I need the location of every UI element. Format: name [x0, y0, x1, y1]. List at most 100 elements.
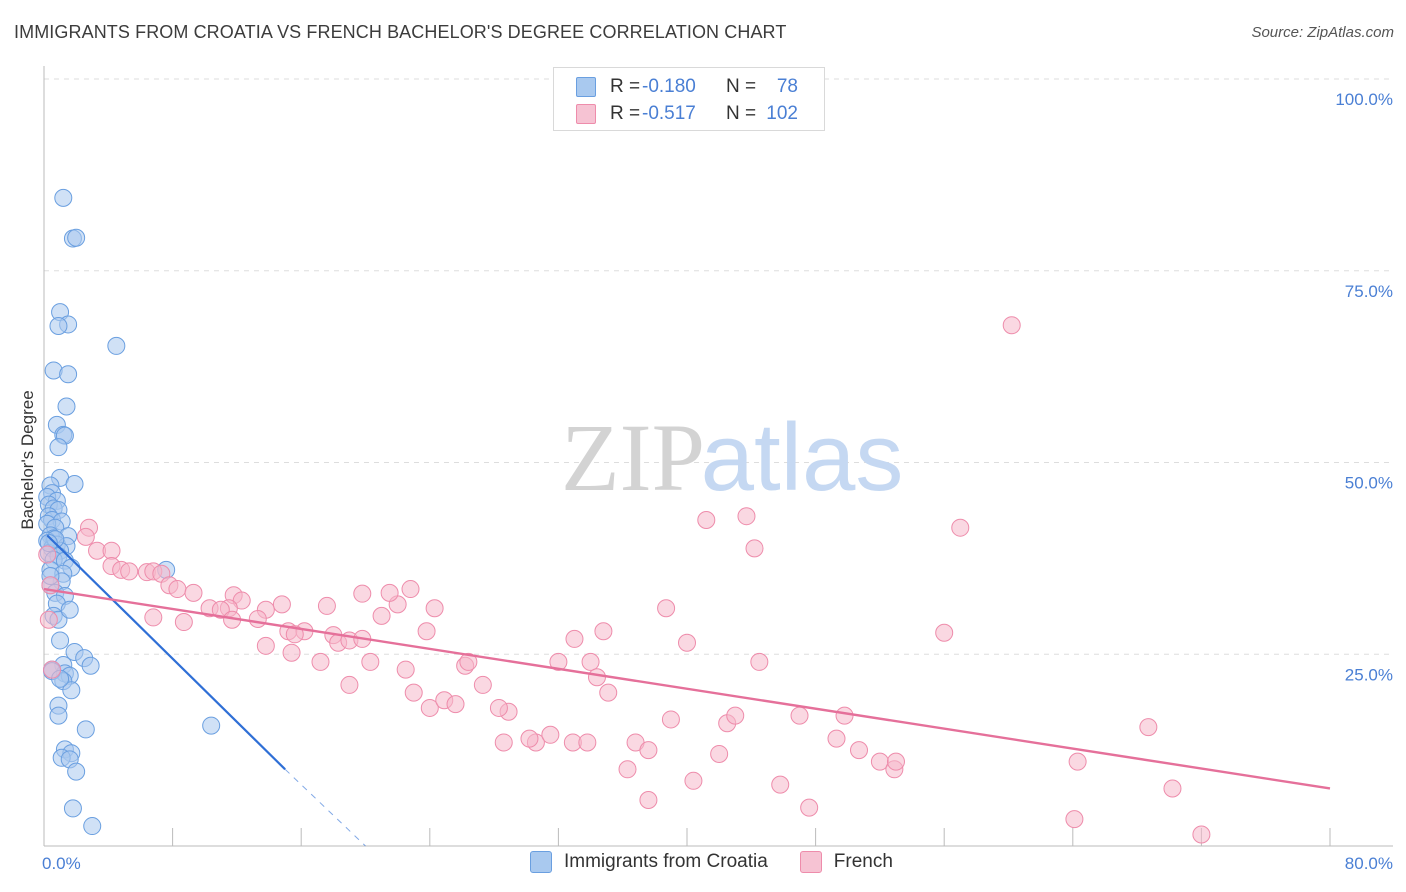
point-croatia	[67, 228, 86, 247]
point-french	[446, 695, 465, 714]
axis-layer: 100.0% 75.0% 50.0% 25.0%	[43, 66, 1393, 847]
legend-n-label: N =	[726, 103, 757, 124]
point-croatia	[83, 817, 102, 836]
legend-r-value: -0.517	[642, 103, 696, 124]
point-french	[120, 562, 139, 581]
point-french	[1002, 316, 1021, 335]
point-french	[1163, 779, 1182, 798]
point-croatia	[67, 762, 86, 781]
grid-layer	[44, 78, 1393, 655]
legend-r-value: -0.180	[642, 76, 696, 97]
x-tick-min: 0.0%	[42, 854, 81, 873]
point-french	[737, 507, 756, 526]
legend-swatch-blue	[576, 77, 596, 97]
point-croatia	[54, 188, 73, 207]
trendline-french	[43, 587, 1331, 790]
point-french	[1065, 810, 1084, 829]
point-french	[684, 771, 703, 790]
point-french	[1139, 718, 1158, 737]
point-french	[835, 706, 854, 725]
x-tick-max: 80.0%	[1345, 854, 1393, 873]
point-french	[317, 596, 336, 615]
legend-n-value: 102	[766, 103, 798, 124]
point-croatia	[107, 336, 126, 355]
point-french	[850, 741, 869, 760]
point-croatia	[49, 438, 68, 457]
point-french	[76, 527, 95, 546]
point-french	[1068, 752, 1087, 771]
point-french	[710, 744, 729, 763]
point-croatia	[63, 799, 82, 818]
point-french	[459, 652, 478, 671]
point-french	[750, 652, 769, 671]
point-french	[541, 725, 560, 744]
point-croatia	[76, 720, 95, 739]
point-french	[489, 698, 508, 717]
point-croatia	[65, 474, 84, 493]
point-french	[417, 622, 436, 641]
series-legend-french[interactable]: French	[799, 851, 893, 873]
point-french	[565, 629, 584, 648]
series-label-french: French	[833, 851, 893, 872]
legend-row-croatia: R = -0.180 N = 78	[576, 74, 798, 100]
point-french	[425, 599, 444, 618]
point-french	[581, 652, 600, 671]
point-french	[639, 790, 658, 809]
point-french	[285, 625, 304, 644]
chart-title: IMMIGRANTS FROM CROATIA VS FRENCH BACHEL…	[14, 22, 787, 42]
point-french	[340, 675, 359, 694]
point-french	[951, 518, 970, 537]
point-french	[184, 583, 203, 602]
point-french	[886, 752, 905, 771]
points-layer	[38, 188, 1211, 844]
point-french	[361, 652, 380, 671]
point-french	[587, 668, 606, 687]
y-tick-label: 50.0%	[1345, 474, 1393, 493]
point-french	[168, 580, 187, 599]
y-tick-label: 75.0%	[1345, 282, 1393, 301]
point-french	[38, 545, 57, 564]
legend-n-label: N =	[726, 76, 757, 97]
point-french	[494, 733, 513, 752]
point-french	[248, 609, 267, 628]
point-croatia	[49, 316, 68, 335]
point-french	[578, 733, 597, 752]
point-french	[661, 710, 680, 729]
point-croatia	[51, 631, 70, 650]
point-french	[771, 775, 790, 794]
point-french	[256, 636, 275, 655]
point-croatia	[202, 716, 221, 735]
point-french	[144, 608, 163, 627]
point-french	[404, 683, 423, 702]
point-french	[420, 698, 439, 717]
point-french	[800, 798, 819, 817]
legend-row-french: R = -0.517 N = 102	[576, 101, 798, 127]
point-french	[599, 683, 618, 702]
series-legend: Immigrants from Croatia French	[530, 851, 925, 873]
point-french	[745, 539, 764, 558]
point-french	[282, 643, 301, 662]
point-french	[549, 652, 568, 671]
trendline-croatia	[46, 534, 286, 771]
series-label-croatia: Immigrants from Croatia	[564, 851, 768, 872]
series-swatch-blue	[530, 851, 552, 873]
point-croatia	[59, 365, 78, 384]
point-french	[272, 595, 291, 614]
point-french	[39, 610, 58, 629]
series-legend-croatia[interactable]: Immigrants from Croatia	[530, 851, 768, 873]
y-tick-label: 25.0%	[1345, 665, 1393, 684]
watermark-zip: ZIP	[561, 404, 705, 511]
point-french	[43, 660, 62, 679]
point-french	[396, 660, 415, 679]
point-french	[102, 541, 121, 560]
point-croatia	[60, 600, 79, 619]
legend-swatch-pink	[576, 104, 596, 124]
watermark-atlas: atlas	[701, 404, 904, 511]
legend-r-label: R =	[610, 103, 641, 124]
point-croatia	[81, 656, 100, 675]
point-french	[401, 580, 420, 599]
chart-source: Source: ZipAtlas.com	[1251, 24, 1394, 41]
correlation-legend: R = -0.180 N = 78 R = -0.517 N = 102	[553, 67, 825, 131]
point-french	[618, 760, 637, 779]
